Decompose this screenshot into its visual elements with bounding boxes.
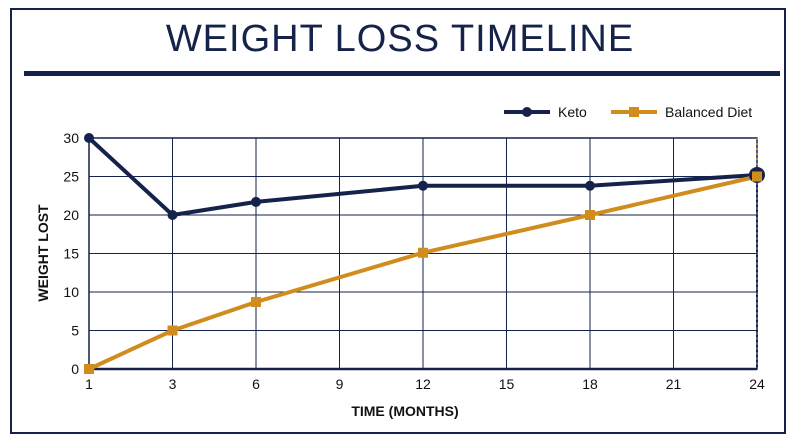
- data-point[interactable]: [585, 180, 595, 191]
- endpoint-marker-square[interactable]: [752, 171, 762, 182]
- data-point[interactable]: [585, 210, 595, 220]
- legend-item-1[interactable]: Balanced Diet: [611, 104, 752, 120]
- x-tick-label: 24: [749, 376, 765, 392]
- legend-marker: [522, 107, 532, 117]
- y-tick-label: 0: [71, 361, 79, 377]
- data-point[interactable]: [251, 297, 261, 308]
- y-tick-label: 25: [63, 169, 79, 185]
- x-tick-label: 6: [252, 376, 260, 392]
- data-point[interactable]: [251, 196, 261, 207]
- y-tick-label: 30: [63, 130, 79, 146]
- chart-frame: [10, 8, 786, 434]
- legend-item-0[interactable]: Keto: [504, 104, 587, 120]
- legend-label: Keto: [558, 104, 587, 120]
- series-layer: [84, 133, 765, 374]
- series-line: [88, 174, 758, 371]
- data-point[interactable]: [84, 133, 94, 143]
- data-point[interactable]: [418, 247, 428, 258]
- y-tick-label: 15: [63, 246, 79, 262]
- x-tick-label: 12: [415, 376, 431, 392]
- x-tick-label: 9: [336, 376, 344, 392]
- x-tick-label: 1: [85, 376, 93, 392]
- data-point[interactable]: [167, 210, 178, 220]
- legend-label: Balanced Diet: [665, 104, 752, 120]
- x-tick-label: 18: [582, 376, 598, 392]
- endpoint-highlight: [749, 138, 765, 369]
- x-tick-label: 21: [666, 376, 682, 392]
- x-tick-label: 3: [169, 376, 177, 392]
- y-tick-label: 10: [63, 284, 79, 300]
- x-tick-label: 15: [499, 376, 515, 392]
- tick-labels: 1 3 6 9 12 15 18 21 24 0 5 10 15 20 25 30: [63, 130, 765, 392]
- y-tick-label: 5: [71, 323, 79, 339]
- data-point[interactable]: [84, 364, 94, 374]
- legend-marker: [629, 107, 639, 117]
- legend[interactable]: Keto Balanced Diet: [504, 104, 752, 120]
- series-line: [87, 136, 758, 217]
- x-axis-label: TIME (MONTHS): [351, 403, 458, 419]
- data-point[interactable]: [418, 180, 428, 191]
- title-underline: [24, 71, 780, 76]
- y-axis-label: WEIGHT LOST: [35, 204, 51, 302]
- chart-title: WEIGHT LOSS TIMELINE: [165, 18, 635, 60]
- data-point[interactable]: [167, 325, 178, 336]
- y-tick-label: 20: [63, 207, 79, 223]
